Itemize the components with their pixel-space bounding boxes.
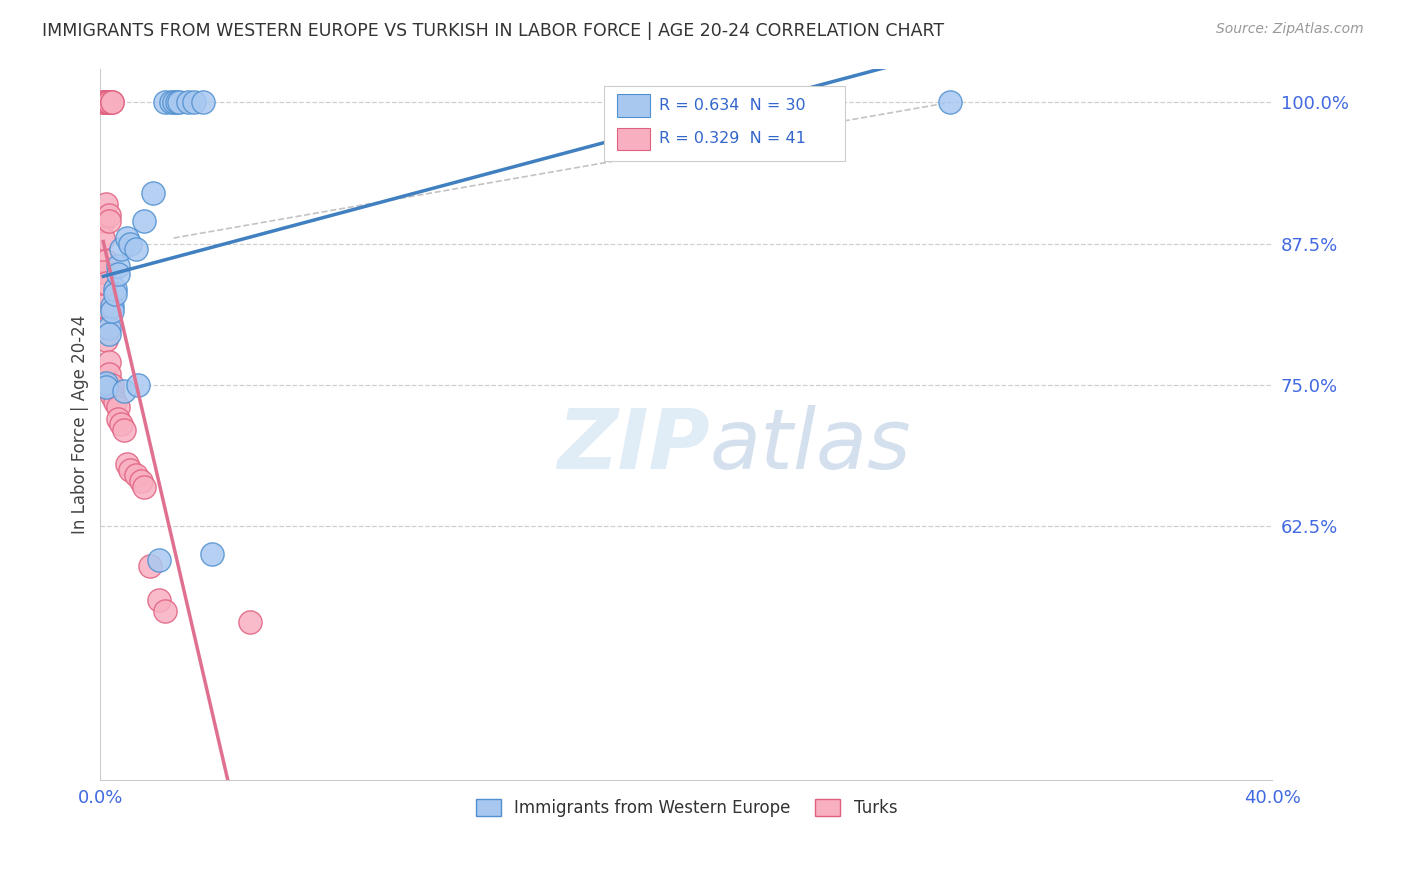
Point [127, 377, 149, 392]
Point [166, 95, 188, 110]
Text: R = 0.329  N = 41: R = 0.329 N = 41 [659, 131, 806, 146]
Point [101, 304, 124, 318]
Point [169, 95, 191, 110]
Point [142, 186, 165, 200]
Point [91, 231, 114, 245]
Point [239, 615, 262, 629]
FancyBboxPatch shape [617, 128, 650, 151]
Point [112, 423, 135, 437]
Point [118, 462, 141, 476]
Point [183, 95, 205, 110]
Point [98, 326, 121, 341]
Text: ZIP: ZIP [557, 405, 710, 486]
Point [96, 321, 118, 335]
Point [101, 299, 124, 313]
Point [96, 95, 118, 110]
Point [939, 95, 962, 110]
Point [98, 208, 121, 222]
Point [91, 95, 114, 110]
Point [101, 377, 124, 392]
Point [110, 417, 132, 432]
Point [98, 367, 121, 381]
Point [124, 242, 146, 256]
Point [98, 321, 121, 335]
Point [115, 231, 138, 245]
Point [112, 384, 135, 398]
Point [107, 411, 129, 425]
Point [96, 380, 118, 394]
Point [96, 95, 118, 110]
Point [134, 479, 156, 493]
Point [98, 95, 121, 110]
Point [96, 276, 118, 290]
Point [153, 604, 176, 618]
Point [101, 389, 124, 403]
FancyBboxPatch shape [617, 94, 650, 117]
Point [96, 376, 118, 390]
Y-axis label: In Labor Force | Age 20-24: In Labor Force | Age 20-24 [72, 315, 89, 534]
Point [104, 287, 127, 301]
Point [134, 214, 156, 228]
Point [96, 197, 118, 211]
Point [159, 95, 181, 110]
Point [101, 384, 124, 398]
Point [91, 299, 114, 313]
Point [153, 95, 176, 110]
Point [96, 95, 118, 110]
Point [131, 474, 153, 488]
Point [91, 265, 114, 279]
Point [201, 547, 224, 561]
Point [107, 267, 129, 281]
Point [91, 95, 114, 110]
Point [98, 95, 121, 110]
Point [91, 214, 114, 228]
Point [148, 592, 170, 607]
Point [110, 242, 132, 256]
Point [107, 401, 129, 415]
Text: IMMIGRANTS FROM WESTERN EUROPE VS TURKISH IN LABOR FORCE | AGE 20-24 CORRELATION: IMMIGRANTS FROM WESTERN EUROPE VS TURKIS… [42, 22, 945, 40]
Point [107, 259, 129, 273]
FancyBboxPatch shape [605, 87, 845, 161]
Point [118, 236, 141, 251]
Text: Source: ZipAtlas.com: Source: ZipAtlas.com [1216, 22, 1364, 37]
Point [115, 457, 138, 471]
Text: atlas: atlas [710, 405, 911, 486]
Point [98, 214, 121, 228]
Point [162, 95, 184, 110]
Point [98, 95, 121, 110]
Text: R = 0.634  N = 30: R = 0.634 N = 30 [659, 98, 806, 112]
Point [96, 333, 118, 347]
Point [91, 377, 114, 392]
Point [124, 468, 146, 483]
Point [96, 253, 118, 268]
Point [101, 95, 124, 110]
Point [177, 95, 200, 110]
Point [104, 394, 127, 409]
Legend: Immigrants from Western Europe, Turks: Immigrants from Western Europe, Turks [467, 790, 905, 825]
Point [98, 95, 121, 110]
Point [191, 95, 214, 110]
Point [139, 558, 162, 573]
Point [104, 282, 127, 296]
Point [101, 95, 124, 110]
Point [98, 355, 121, 369]
Point [148, 553, 170, 567]
